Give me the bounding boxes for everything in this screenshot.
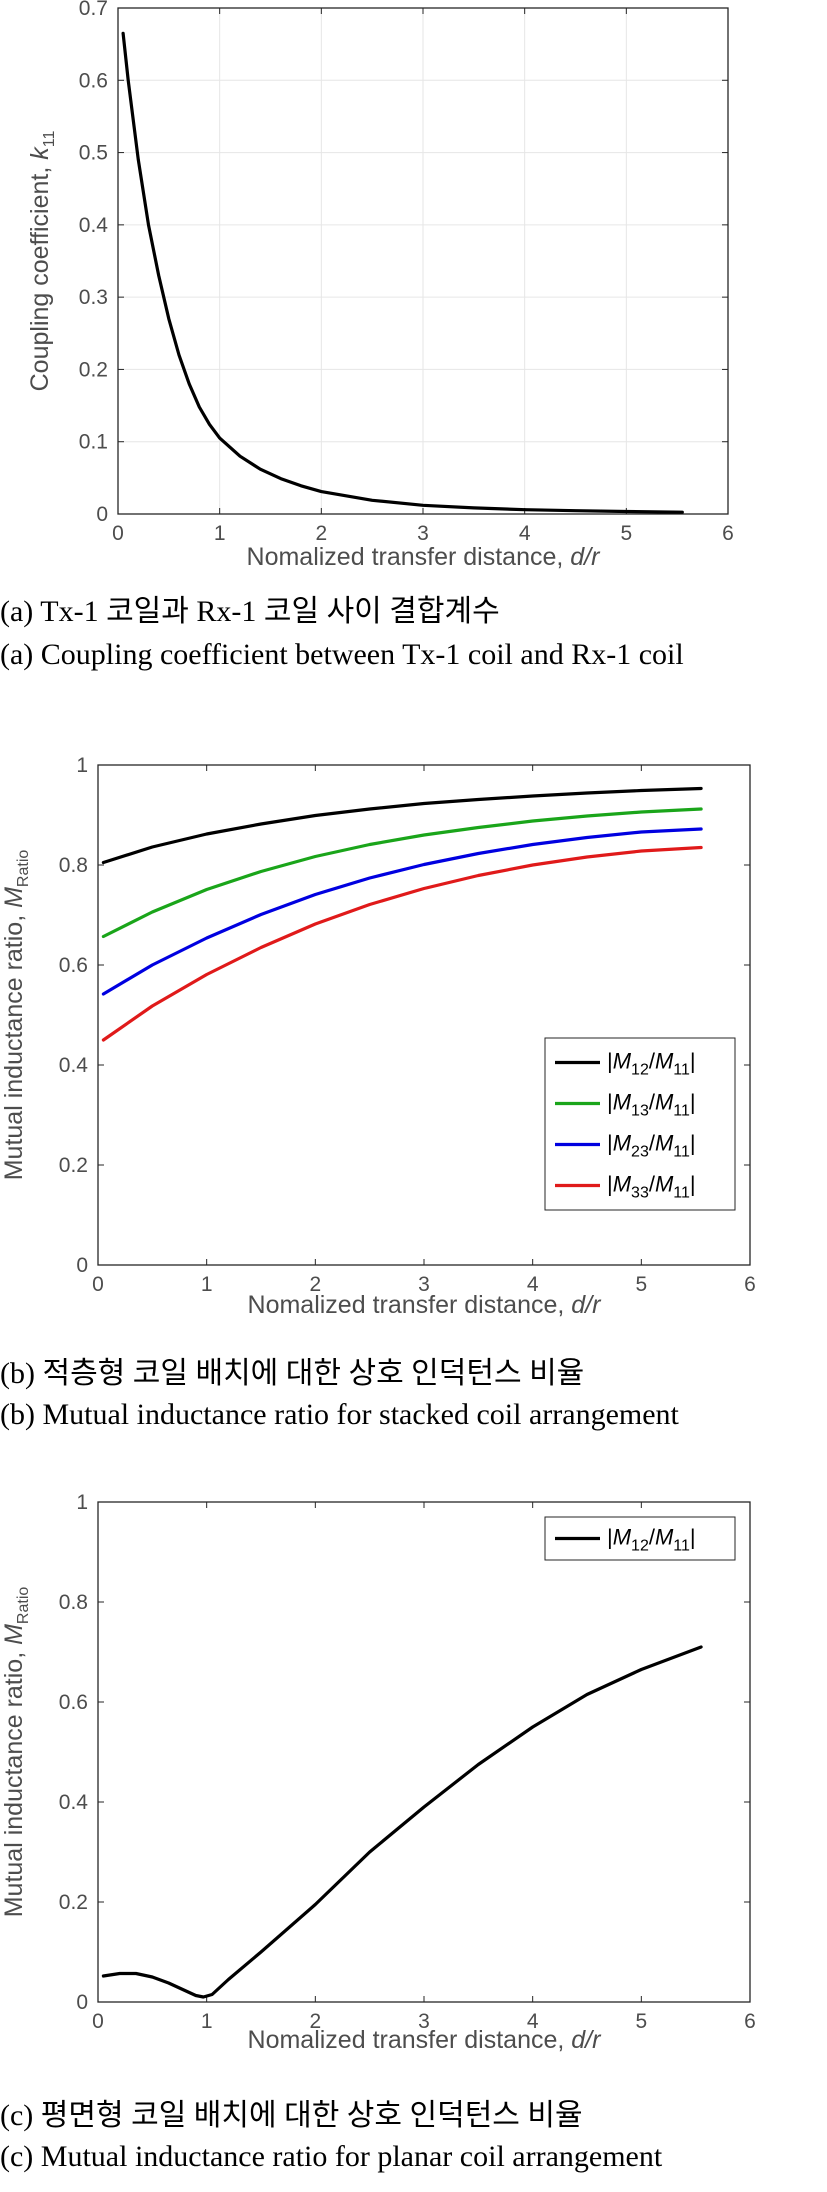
x-tick-label: 2: [315, 522, 327, 545]
legend-label: |M13/M11|: [607, 1090, 696, 1120]
y-tick-label: 1: [76, 754, 88, 777]
x-tick-label: 4: [519, 522, 531, 545]
x-tick-label: 5: [620, 522, 632, 545]
x-tick-label: 6: [744, 2010, 756, 2033]
legend-label: |M33/M11|: [607, 1172, 696, 1202]
y-tick-label: 0.5: [79, 142, 108, 165]
y-tick-label: 0.2: [59, 1154, 88, 1177]
x-tick-label: 1: [214, 522, 226, 545]
plot-area: [98, 1502, 750, 2002]
x-tick-label: 3: [418, 2010, 430, 2033]
x-tick-label: 1: [201, 1273, 213, 1296]
caption-a-english: (a) Coupling coefficient between Tx-1 co…: [0, 638, 684, 671]
y-tick-label: 0: [96, 503, 108, 526]
x-tick-label: 4: [527, 2010, 539, 2033]
y-tick-label: 1: [76, 1491, 88, 1514]
x-tick-label: 2: [309, 2010, 321, 2033]
y-tick-label: 0: [76, 1991, 88, 2014]
chart-panel-a: 0 1 2 3 4 5 6 0 0.1 0.2 0.3 0.4 0.5 0.6 0.7 Nomalized t…: [0, 0, 827, 671]
y-tick-label: 0.4: [59, 1791, 89, 1814]
y-axis-label: Mutual inductance ratio, MRatio: [0, 850, 32, 1181]
x-tick-label: 0: [112, 522, 124, 545]
x-tick-label: 2: [309, 1273, 321, 1296]
y-tick-label: 0.4: [59, 1054, 89, 1077]
y-tick-label: 0.2: [59, 1891, 88, 1914]
series-line-m33m11: [101, 845, 703, 1042]
series-line-m12m11: [101, 786, 703, 865]
caption-c-english: (c) Mutual inductance ratio for planar c…: [0, 2140, 663, 2173]
y-tick-label: 0.3: [79, 286, 108, 309]
x-tick-label: 1: [201, 2010, 213, 2033]
caption-c-korean: (c) 평면형 코일 배치에 대한 상호 인덕턴스 비율: [0, 2099, 583, 2132]
series-line-m12m11: [101, 1645, 703, 1999]
x-tick-label: 6: [722, 522, 734, 545]
y-tick-label: 0.6: [79, 69, 108, 92]
y-tick-label: 0: [76, 1254, 88, 1277]
x-tick-label: 3: [418, 1273, 430, 1296]
legend-label: |M12/M11|: [607, 1525, 696, 1555]
x-axis-label: Nomalized transfer distance, d/r: [247, 543, 602, 571]
x-tick-label: 0: [92, 2010, 104, 2033]
y-tick-label: 0.6: [59, 1691, 88, 1714]
x-axis-label: Nomalized transfer distance, d/r: [248, 1291, 603, 1319]
legend-label: |M12/M11|: [607, 1049, 696, 1079]
chart-panel-b: 0 1 2 3 4 5 6 0 0.2 0.4 0.6 0.8 1 Nomalized transfer …: [0, 735, 827, 1435]
series-line-s0: [121, 31, 684, 514]
legend-box: [544, 1516, 736, 1561]
x-tick-label: 6: [744, 1273, 756, 1296]
series-line-m13m11: [101, 807, 703, 939]
y-tick-label: 0.2: [79, 358, 108, 381]
caption-b-korean: (b) 적층형 코일 배치에 대한 상호 인덕턴스 비율: [0, 1357, 585, 1390]
x-tick-label: 4: [527, 1273, 539, 1296]
coupling-coefficient-chart: 0 1 2 3 4 5 6 0 0.1 0.2 0.3 0.4 0.5 0.6 0.7 Nomalized t…: [26, 0, 734, 571]
x-tick-label: 3: [417, 522, 429, 545]
series-line-m23m11: [101, 827, 703, 996]
y-axis-label: Mutual inductance ratio, MRatio: [0, 1587, 32, 1918]
legend-box: [544, 1037, 736, 1211]
y-tick-label: 0.7: [79, 0, 108, 20]
y-tick-label: 0.8: [59, 1591, 88, 1614]
y-tick-label: 0.1: [79, 431, 108, 454]
x-tick-label: 5: [635, 2010, 647, 2033]
caption-a-korean: (a) Tx-1 코일과 Rx-1 코일 사이 결합계수: [0, 595, 500, 628]
y-tick-label: 0.4: [79, 214, 109, 237]
stacked-mutual-inductance-chart: 0 1 2 3 4 5 6 0 0.2 0.4 0.6 0.8 1 Nomalized transfer …: [0, 754, 756, 1319]
x-axis-label: Nomalized transfer distance, d/r: [248, 2026, 603, 2054]
x-tick-label: 5: [635, 1273, 647, 1296]
y-tick-label: 0.8: [59, 854, 88, 877]
y-tick-label: 0.6: [59, 954, 88, 977]
planar-mutual-inductance-chart: 0 1 2 3 4 5 6 0 0.2 0.4 0.6 0.8 1 Nomalized transfer …: [0, 1491, 756, 2054]
chart-panel-c: 0 1 2 3 4 5 6 0 0.2 0.4 0.6 0.8 1 Nomalized transfer …: [0, 1475, 827, 2192]
y-axis-label: Coupling coefficient, k11: [26, 131, 58, 392]
legend-label: |M23/M11|: [607, 1131, 696, 1161]
caption-b-english: (b) Mutual inductance ratio for stacked …: [0, 1398, 679, 1431]
x-tick-label: 0: [92, 1273, 104, 1296]
